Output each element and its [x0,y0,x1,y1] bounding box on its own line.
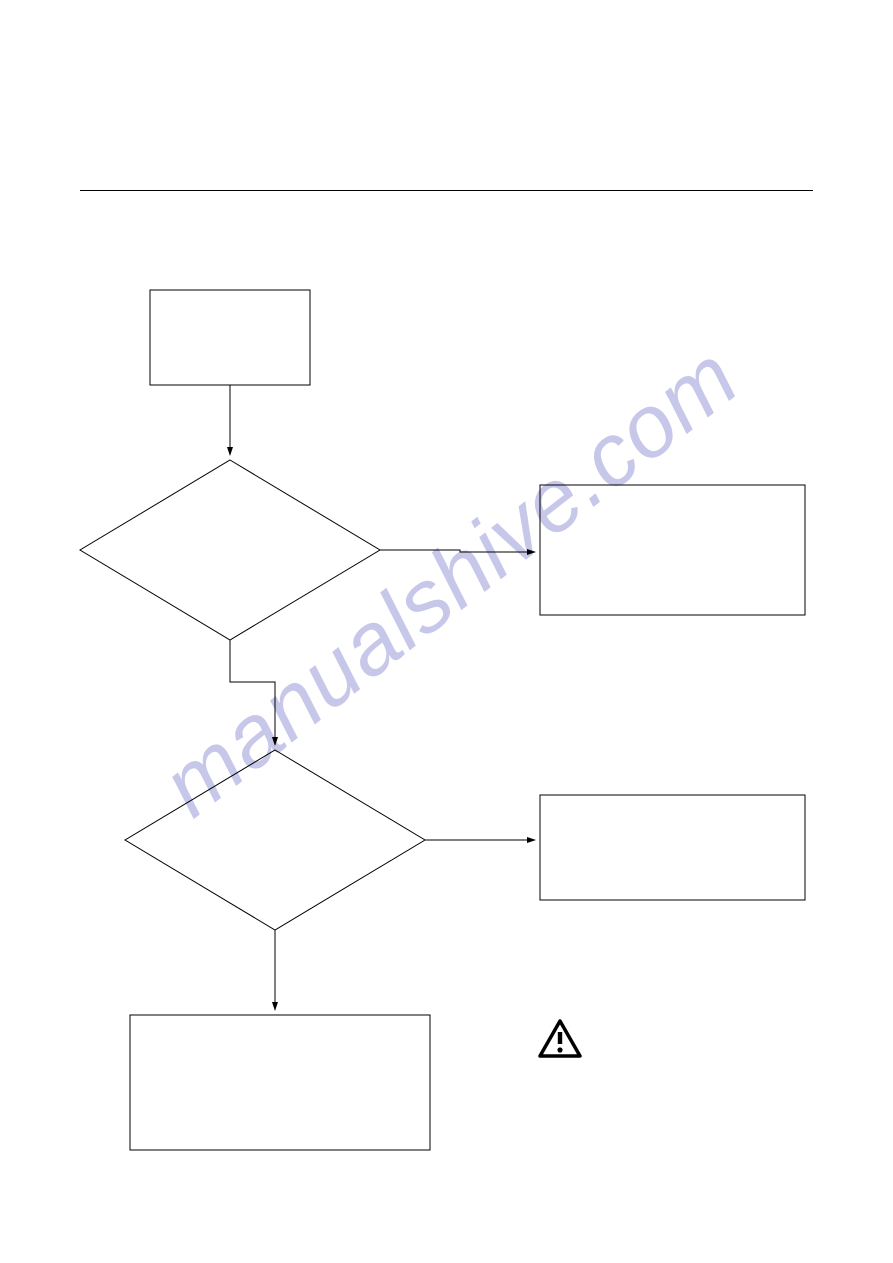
node-decision2 [125,750,425,930]
edge-decision1-decision2 [230,640,275,745]
edge-decision1-out1 [380,550,535,552]
node-end [130,1015,430,1150]
warning-icon [540,1021,580,1056]
flowchart-canvas [0,0,893,1263]
node-out1 [540,485,805,615]
node-out2 [540,795,805,900]
node-decision1 [80,460,380,640]
node-start [150,290,310,385]
